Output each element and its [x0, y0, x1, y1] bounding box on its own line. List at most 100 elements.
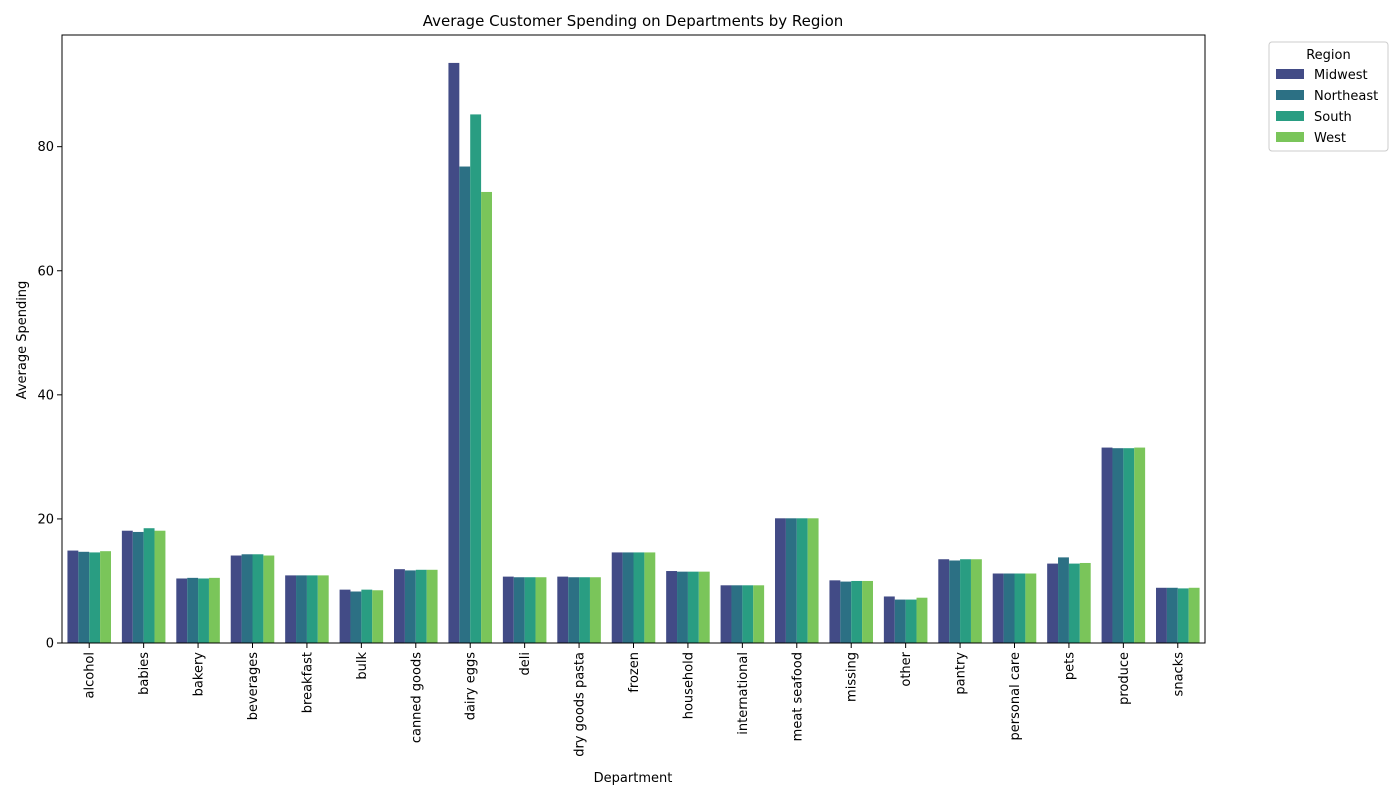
bar-south-breakfast	[306, 575, 318, 643]
bar-south-alcohol	[89, 552, 101, 643]
y-tick-label: 0	[46, 637, 54, 652]
y-tick-label: 60	[37, 264, 54, 279]
bar-midwest-deli	[502, 576, 514, 643]
bar-northeast-babies	[132, 531, 144, 643]
bar-northeast-other	[894, 599, 906, 643]
bar-northeast-alcohol	[78, 551, 90, 643]
x-tick-label: pets	[1062, 652, 1077, 680]
y-axis-title: Average Spending	[15, 281, 30, 400]
x-tick-label: pantry	[954, 652, 969, 695]
axes: 0 20 40 60 80 alcohol babies bakery beverages bre…	[37, 34, 1206, 757]
bar-south-other	[905, 599, 917, 643]
bar-west-alcohol	[100, 551, 111, 643]
bar-west-dry-goods-pasta	[589, 577, 601, 643]
bar-west-personal-care	[1025, 573, 1037, 643]
bar-midwest-bulk	[339, 589, 351, 643]
bar-midwest-other	[883, 596, 895, 643]
bar-west-other	[916, 597, 928, 643]
bar-south-personal-care	[1014, 573, 1026, 643]
legend-swatch-west	[1276, 132, 1304, 142]
bar-west-produce	[1134, 447, 1146, 643]
x-tick-label: missing	[845, 652, 860, 702]
plot-frame	[61, 34, 1206, 644]
bar-west-snacks	[1188, 587, 1200, 643]
bar-south-babies	[143, 528, 155, 643]
bar-west-frozen	[644, 552, 656, 643]
plot-area	[67, 62, 1200, 644]
bar-south-missing	[851, 580, 863, 643]
bar-midwest-canned-goods	[394, 569, 405, 643]
bar-west-pantry	[970, 559, 982, 643]
x-tick-label: bakery	[192, 652, 207, 697]
bar-west-meat-seafood	[807, 518, 819, 643]
bar-midwest-missing	[829, 580, 841, 643]
x-axis-title: Department	[594, 771, 673, 786]
bar-northeast-international	[731, 585, 743, 643]
bar-northeast-pantry	[949, 560, 961, 643]
x-tick-label: household	[681, 652, 696, 719]
bar-west-babies	[154, 530, 166, 643]
bar-south-frozen	[633, 552, 645, 643]
bar-northeast-snacks	[1166, 587, 1178, 643]
bar-midwest-personal-care	[992, 573, 1004, 643]
legend-swatch-midwest	[1276, 69, 1304, 79]
legend-label-west: West	[1314, 131, 1346, 146]
bar-west-beverages	[263, 555, 275, 643]
bar-northeast-frozen	[622, 552, 634, 643]
bar-midwest-breakfast	[285, 575, 297, 643]
x-tick-label: dairy eggs	[464, 652, 479, 721]
bar-west-deli	[535, 577, 547, 643]
bar-west-canned-goods	[426, 569, 438, 643]
bar-west-missing	[862, 580, 873, 643]
x-tick-label: international	[736, 652, 751, 735]
bar-south-pets	[1068, 563, 1080, 643]
x-tick-label: frozen	[627, 652, 642, 693]
x-tick-label: canned goods	[409, 652, 424, 743]
bar-midwest-household	[666, 571, 678, 643]
bar-midwest-pets	[1047, 563, 1059, 643]
bar-south-bulk	[361, 589, 373, 643]
bar-northeast-household	[677, 571, 688, 643]
bar-midwest-meat-seafood	[775, 518, 786, 643]
y-tick-label: 80	[37, 140, 54, 155]
legend: Region Midwest Northeast South West	[1268, 41, 1389, 152]
bar-midwest-dairy-eggs	[448, 62, 460, 644]
bar-midwest-produce	[1101, 447, 1113, 643]
x-tick-label: babies	[137, 652, 152, 695]
bar-west-breakfast	[317, 575, 329, 643]
bar-northeast-personal-care	[1003, 573, 1015, 643]
x-tick-label: personal care	[1008, 652, 1023, 740]
bar-midwest-pantry	[938, 559, 950, 643]
bar-south-snacks	[1177, 588, 1189, 643]
bar-midwest-alcohol	[67, 550, 79, 643]
bar-northeast-pets	[1058, 557, 1069, 643]
x-tick-label: other	[899, 651, 914, 686]
bar-midwest-beverages	[230, 555, 242, 643]
bar-midwest-dry-goods-pasta	[557, 576, 569, 643]
y-tick-label: 20	[37, 512, 54, 527]
bar-south-beverages	[252, 554, 264, 643]
bar-northeast-meat-seafood	[785, 518, 797, 643]
bar-midwest-frozen	[611, 552, 623, 643]
x-tick-label: dry goods pasta	[573, 652, 588, 757]
bar-northeast-dairy-eggs	[459, 166, 471, 643]
legend-title: Region	[1306, 48, 1351, 63]
x-tick-label: bulk	[355, 652, 370, 680]
bar-northeast-beverages	[241, 554, 253, 643]
y-tick-label: 40	[37, 388, 54, 403]
bar-northeast-produce	[1112, 448, 1124, 643]
x-tick-label: deli	[518, 652, 533, 675]
x-tick-label: alcohol	[83, 652, 98, 698]
bar-northeast-canned-goods	[404, 570, 416, 643]
x-tick-label: snacks	[1171, 652, 1186, 697]
legend-label-south: South	[1314, 110, 1352, 125]
bar-northeast-breakfast	[296, 575, 307, 643]
bar-midwest-babies	[121, 530, 133, 643]
bar-south-produce	[1123, 448, 1135, 643]
bar-west-pets	[1079, 562, 1091, 643]
bar-west-bakery	[208, 577, 220, 643]
x-tick-label: beverages	[246, 652, 261, 721]
bar-midwest-snacks	[1156, 587, 1167, 643]
bar-midwest-bakery	[176, 578, 188, 643]
